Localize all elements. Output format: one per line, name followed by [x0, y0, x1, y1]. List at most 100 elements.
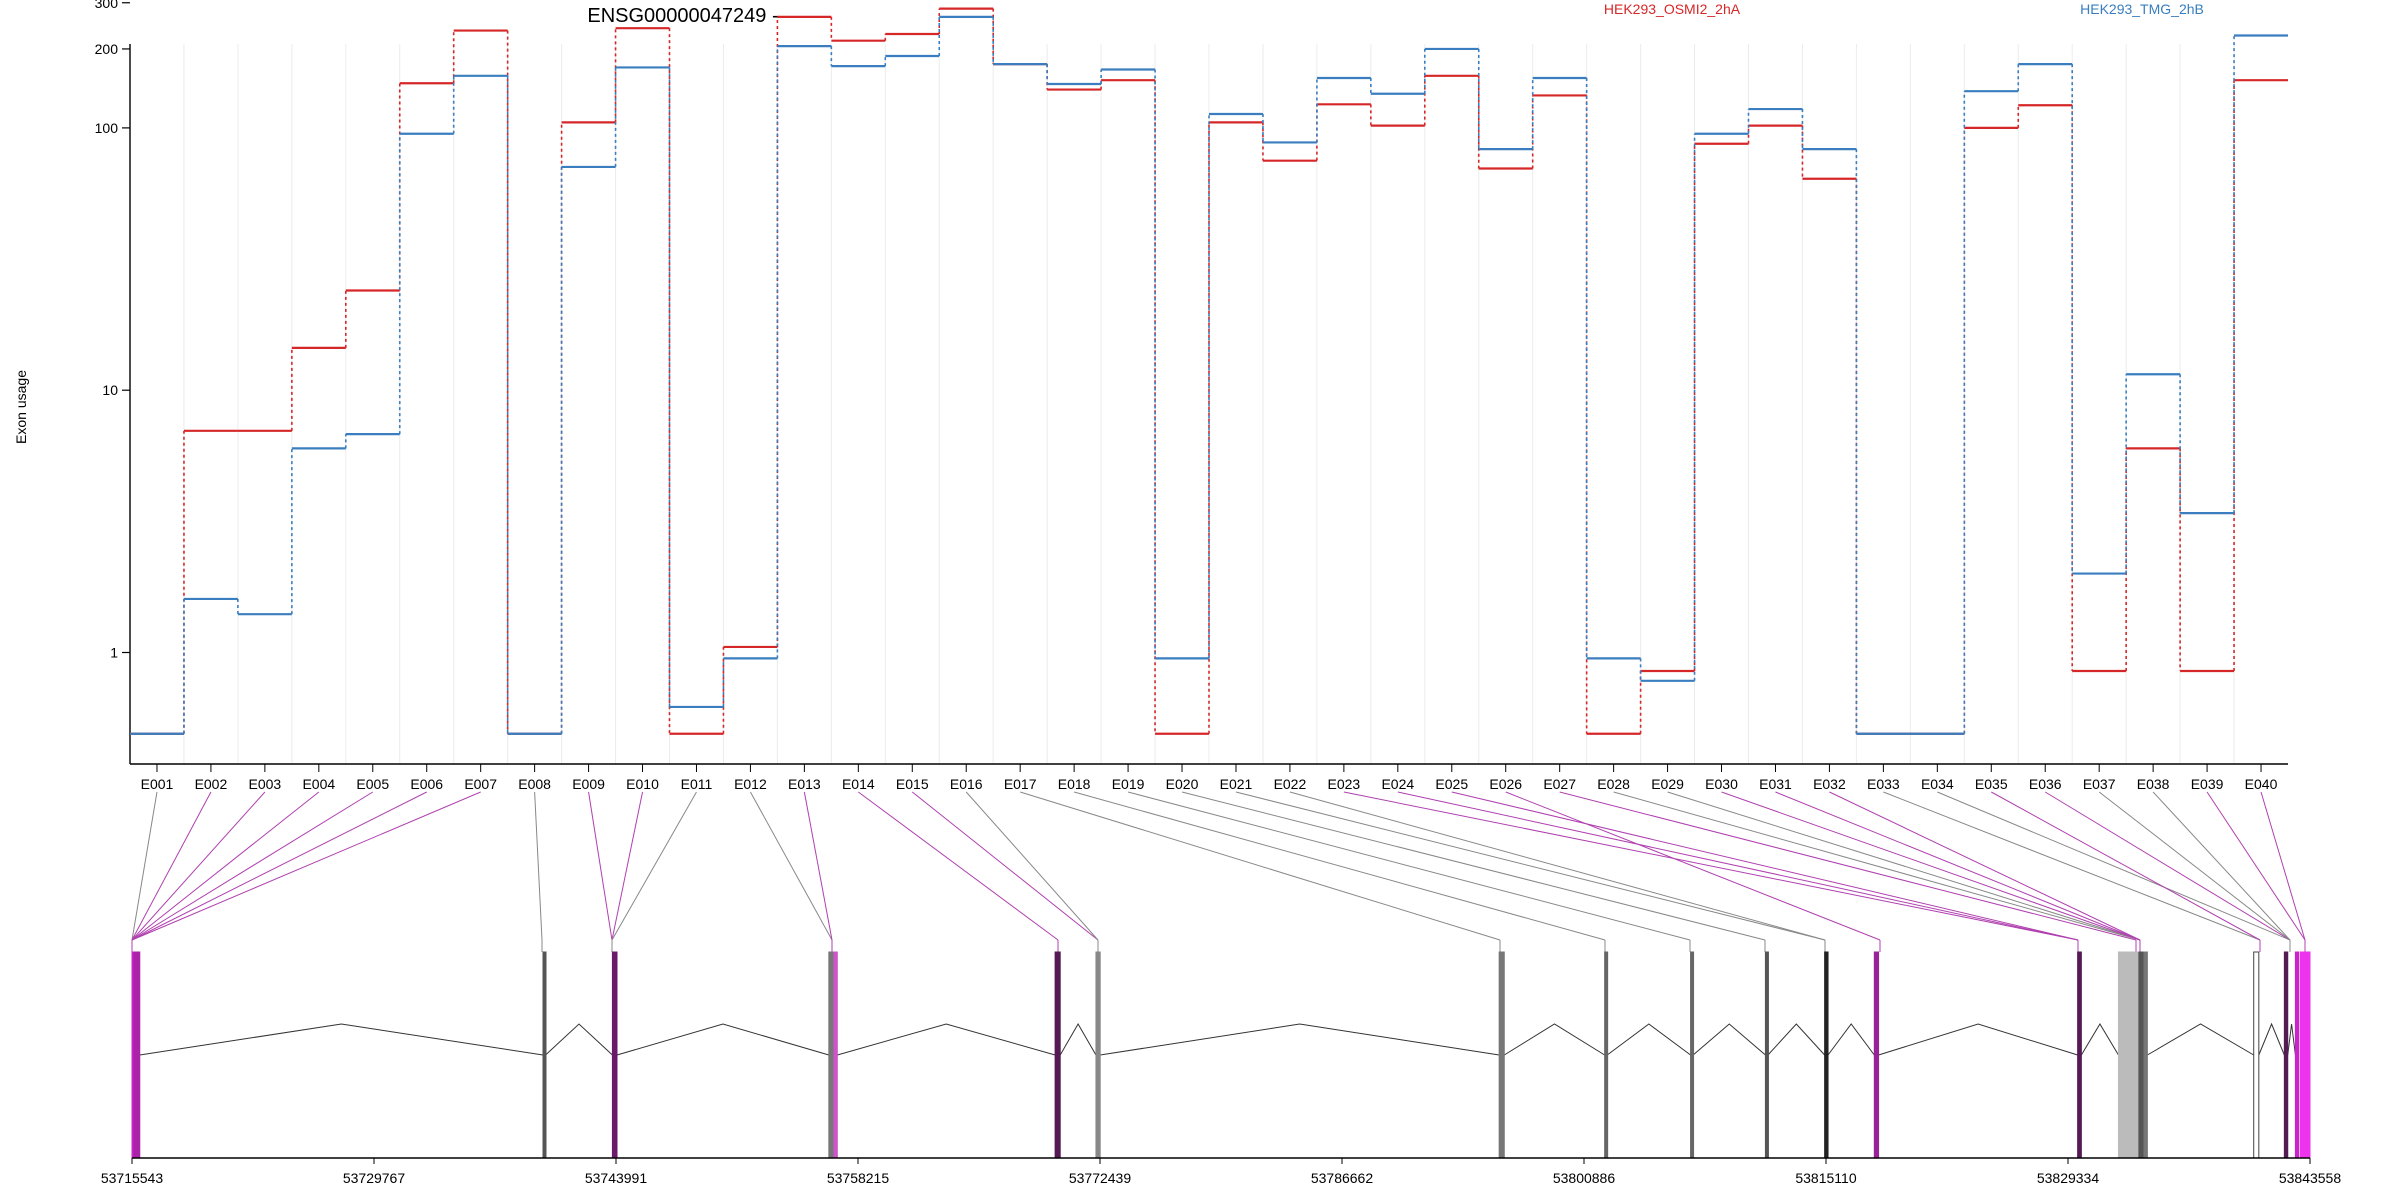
x-tick-label: E018	[1058, 776, 1091, 792]
x-tick-label: E038	[2137, 776, 2170, 792]
exon-connector	[588, 791, 613, 941]
exon-block	[2294, 951, 2300, 1159]
intron-line	[1767, 1023, 1826, 1056]
x-tick-label: E029	[1651, 776, 1684, 792]
exon-connector	[1775, 791, 2141, 941]
x-tick-label: E023	[1328, 776, 1361, 792]
x-tick-label: E039	[2191, 776, 2224, 792]
intron-line	[837, 1023, 1056, 1056]
x-tick-label: E024	[1381, 776, 1414, 792]
exon-connector	[1937, 791, 2291, 941]
exon-connector	[131, 791, 427, 941]
intron-line	[616, 1023, 829, 1056]
exon-connector	[1883, 791, 2261, 941]
exon-connector	[1289, 791, 1826, 941]
exon-connector	[1397, 791, 2079, 941]
series-2	[130, 15, 2288, 735]
genomic-tick-label: 53800886	[1553, 1170, 1616, 1186]
x-tick-label: E003	[249, 776, 282, 792]
x-tick-label: E014	[842, 776, 875, 792]
genomic-tick-label: 53729767	[343, 1170, 406, 1186]
x-tick-label: E030	[1705, 776, 1738, 792]
exon-connector	[131, 791, 374, 941]
x-tick-label: E011	[681, 776, 713, 792]
exon-connector	[858, 791, 1059, 941]
x-tick-label: E006	[410, 776, 443, 792]
intron-line	[545, 1023, 613, 1056]
exon-connector	[1181, 791, 1766, 941]
exon-connector	[2044, 791, 2291, 941]
x-tick-label: E022	[1274, 776, 1307, 792]
exon-connector	[611, 791, 644, 941]
genomic-tick-label: 53843558	[2279, 1170, 2342, 1186]
y-axis-label: Exon usage	[13, 370, 29, 444]
x-tick-label: E021	[1220, 776, 1253, 792]
x-tick-label: E019	[1112, 776, 1145, 792]
x-tick-label: E026	[1489, 776, 1522, 792]
exon-block	[1095, 951, 1101, 1159]
exon-connector	[534, 791, 543, 941]
intron-line	[1504, 1023, 1605, 1056]
series-lines	[130, 7, 2288, 735]
x-tick-label: E028	[1597, 776, 1630, 792]
exon-block	[1690, 951, 1695, 1159]
exon-block	[133, 951, 141, 1159]
genomic-tick-label: 53829334	[2037, 1170, 2100, 1186]
y-tick-label: 10	[102, 382, 118, 398]
exon-connector	[965, 791, 1099, 941]
exon-connector	[131, 791, 266, 941]
exon-connector	[1451, 791, 2079, 941]
genomic-tick-label: 53758215	[827, 1170, 890, 1186]
y-tick-label: 100	[95, 120, 119, 136]
intron-line	[2258, 1022, 2285, 1056]
x-tick-label: E033	[1867, 776, 1900, 792]
exon-connector	[1721, 791, 2141, 941]
y-tick-label: 1	[110, 645, 118, 661]
exon-connector	[1020, 791, 1501, 941]
x-tick-label: E040	[2245, 776, 2278, 792]
y-axis-ticks: 1 10 100 200 300	[95, 0, 130, 661]
legend: HEK293_OSMI2_2hA HEK293_TMG_2hB	[1604, 1, 2204, 17]
x-tick-label: E037	[2083, 776, 2116, 792]
x-tick-label: E025	[1435, 776, 1468, 792]
x-tick-label: E008	[518, 776, 551, 792]
genomic-axis-ticks: 53715543 53729767 53743991 53758215 53772439…	[101, 1157, 2342, 1186]
exon-block	[1824, 951, 1829, 1159]
exon-block	[2138, 951, 2145, 1159]
exon-connector	[2260, 791, 2306, 941]
exon-connector	[1991, 791, 2261, 941]
x-tick-label: E013	[788, 776, 821, 792]
genomic-tick-label: 53772439	[1069, 1170, 1132, 1186]
exon-connector	[749, 791, 833, 941]
exon-connector	[1613, 791, 2141, 941]
genomic-tick-label: 53743991	[585, 1170, 648, 1186]
intron-line	[1606, 1023, 1691, 1056]
x-tick-label: E009	[572, 776, 605, 792]
y-tick-label: 300	[95, 0, 119, 11]
exon-block	[2143, 951, 2148, 1159]
x-tick-label: E012	[734, 776, 767, 792]
x-tick-label: E027	[1543, 776, 1576, 792]
exon-connector	[1127, 791, 1691, 941]
exon-connector	[1667, 791, 2141, 941]
exon-block	[1873, 951, 1880, 1159]
x-tick-label: E016	[950, 776, 983, 792]
y-tick-label: 200	[95, 41, 119, 57]
x-tick-label: E036	[2029, 776, 2062, 792]
exon-connector	[2098, 791, 2291, 941]
exon-connector	[2152, 791, 2291, 941]
exon-connector	[611, 791, 697, 941]
chart-title: ENSG00000047249 -	[587, 5, 778, 27]
exon-connector-lines	[131, 791, 2306, 952]
exon-block	[2077, 951, 2082, 1159]
intron-line	[1692, 1023, 1766, 1056]
x-axis-ticks: E001 E002 E003 E004 E005 E006 E007 E008 E009 E010…	[141, 764, 2278, 792]
intron-line	[1100, 1023, 1500, 1056]
exon-block	[833, 951, 838, 1159]
exon-connector	[1559, 791, 2137, 941]
intron-line	[1878, 1023, 2078, 1056]
exon-connector	[1829, 791, 2141, 941]
x-tick-label: E007	[464, 776, 497, 792]
exon-connector	[131, 791, 481, 941]
